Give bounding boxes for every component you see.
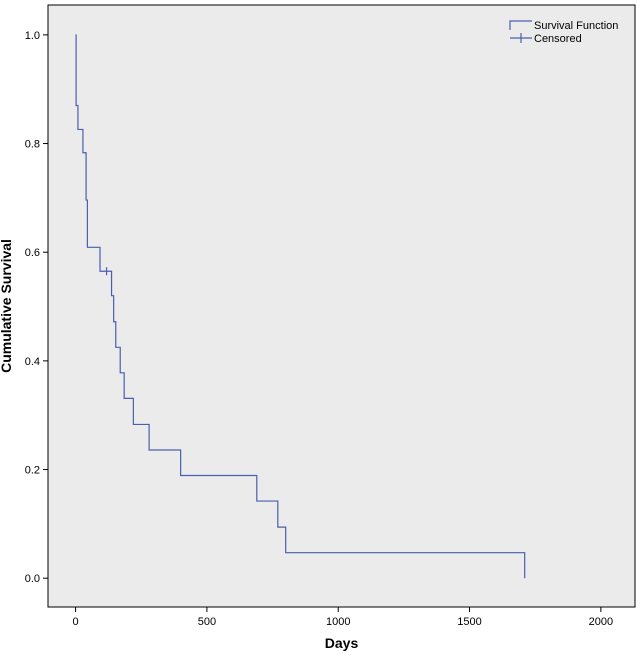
legend-censored-label: Censored	[534, 33, 582, 45]
x-tick-label: 1000	[326, 616, 350, 628]
legend-survival-swatch	[509, 20, 532, 30]
x-axis-label: Days	[325, 635, 359, 651]
survival-function-line	[75, 34, 526, 579]
x-axis-ticks: 0 500 1000 1500 2000	[73, 607, 613, 628]
x-tick-label: 1500	[457, 616, 481, 628]
y-tick-label: 0.2	[25, 465, 40, 477]
y-tick-label: 0.6	[25, 247, 40, 259]
plot-area	[47, 4, 636, 608]
y-tick-label: 0.0	[25, 573, 40, 585]
x-tick-label: 500	[198, 616, 216, 628]
x-tick-label: 0	[73, 616, 79, 628]
series-layer	[75, 34, 526, 579]
y-axis-ticks: 0.0 0.2 0.4 0.6 0.8 1.0	[25, 30, 48, 585]
y-tick-label: 0.4	[25, 356, 40, 368]
legend-survival-label: Survival Function	[534, 20, 618, 32]
x-tick-label: 2000	[589, 616, 613, 628]
y-tick-label: 1.0	[25, 30, 40, 42]
y-axis-label: Cumulative Survival	[0, 239, 14, 373]
y-tick-label: 0.8	[25, 139, 40, 151]
